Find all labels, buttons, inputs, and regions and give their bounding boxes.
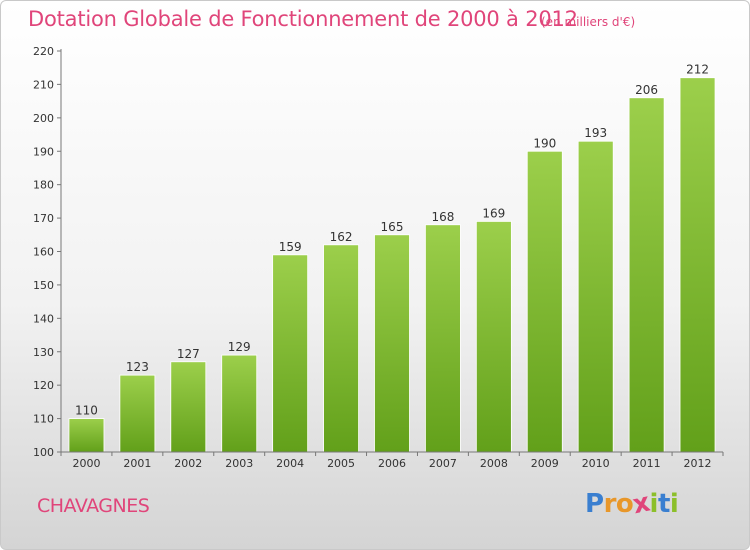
value-label-2007: 168 xyxy=(431,210,454,224)
y-tick-label-200: 200 xyxy=(33,112,54,125)
y-tick-label-140: 140 xyxy=(33,312,54,325)
x-tick-label-2002: 2002 xyxy=(174,457,202,470)
x-tick-label-2009: 2009 xyxy=(531,457,559,470)
bar-2003 xyxy=(221,354,258,453)
bar-2004 xyxy=(272,254,309,453)
bar-2009 xyxy=(526,150,563,453)
y-tick-label-120: 120 xyxy=(33,379,54,392)
y-tick-label-110: 110 xyxy=(33,413,54,426)
x-tick-label-2004: 2004 xyxy=(276,457,304,470)
value-label-2001: 123 xyxy=(126,360,149,374)
logo-letter: i xyxy=(649,489,659,519)
bar-2002 xyxy=(170,361,207,453)
value-label-2000: 110 xyxy=(75,404,98,418)
x-tick-label-2011: 2011 xyxy=(633,457,661,470)
y-tick-label-100: 100 xyxy=(33,446,54,459)
logo-letter: r xyxy=(603,489,617,519)
value-label-2004: 159 xyxy=(279,240,302,254)
x-tick-label-2007: 2007 xyxy=(429,457,457,470)
value-label-2009: 190 xyxy=(533,136,556,150)
value-label-2006: 165 xyxy=(381,220,404,234)
logo-letter: t xyxy=(657,489,670,519)
y-tick-label-210: 210 xyxy=(33,78,54,91)
commune-name: CHAVAGNES xyxy=(37,495,150,517)
bar-2008 xyxy=(475,221,512,453)
x-tick-label-2005: 2005 xyxy=(327,457,355,470)
bar-2012 xyxy=(679,77,716,453)
value-label-2002: 127 xyxy=(177,347,200,361)
y-tick-label-130: 130 xyxy=(33,346,54,359)
y-tick-label-150: 150 xyxy=(33,279,54,292)
x-tick-label-2000: 2000 xyxy=(72,457,100,470)
y-tick-label-190: 190 xyxy=(33,145,54,158)
value-label-2011: 206 xyxy=(635,83,658,97)
bar-2010 xyxy=(577,140,614,453)
value-label-2012: 212 xyxy=(686,63,709,77)
logo-letter: o xyxy=(615,489,634,519)
y-tick-label-170: 170 xyxy=(33,212,54,225)
bar-2005 xyxy=(323,244,359,453)
bar-2001 xyxy=(119,374,156,453)
y-tick-label-160: 160 xyxy=(33,246,54,259)
value-label-2010: 193 xyxy=(584,126,607,140)
chart-subtitle: (en milliers d'€) xyxy=(541,15,636,29)
bar-2011 xyxy=(628,97,665,453)
value-label-2005: 162 xyxy=(330,230,353,244)
bar-2007 xyxy=(425,224,461,453)
x-tick-label-2001: 2001 xyxy=(123,457,151,470)
chart-title: Dotation Globale de Fonctionnement de 20… xyxy=(28,7,578,31)
x-tick-label-2003: 2003 xyxy=(225,457,253,470)
x-tick-label-2010: 2010 xyxy=(582,457,610,470)
value-label-2008: 169 xyxy=(482,206,505,220)
bar-2006 xyxy=(374,234,410,453)
bar-2000 xyxy=(68,418,105,453)
x-tick-label-2012: 2012 xyxy=(684,457,712,470)
logo-letter: P xyxy=(585,489,604,519)
proxiti-logo: Proxiti xyxy=(585,488,679,521)
logo-letter: i xyxy=(669,489,679,519)
y-tick-label-220: 220 xyxy=(33,45,54,58)
x-tick-label-2008: 2008 xyxy=(480,457,508,470)
y-tick-label-180: 180 xyxy=(33,179,54,192)
value-label-2003: 129 xyxy=(228,340,251,354)
x-tick-label-2006: 2006 xyxy=(378,457,406,470)
